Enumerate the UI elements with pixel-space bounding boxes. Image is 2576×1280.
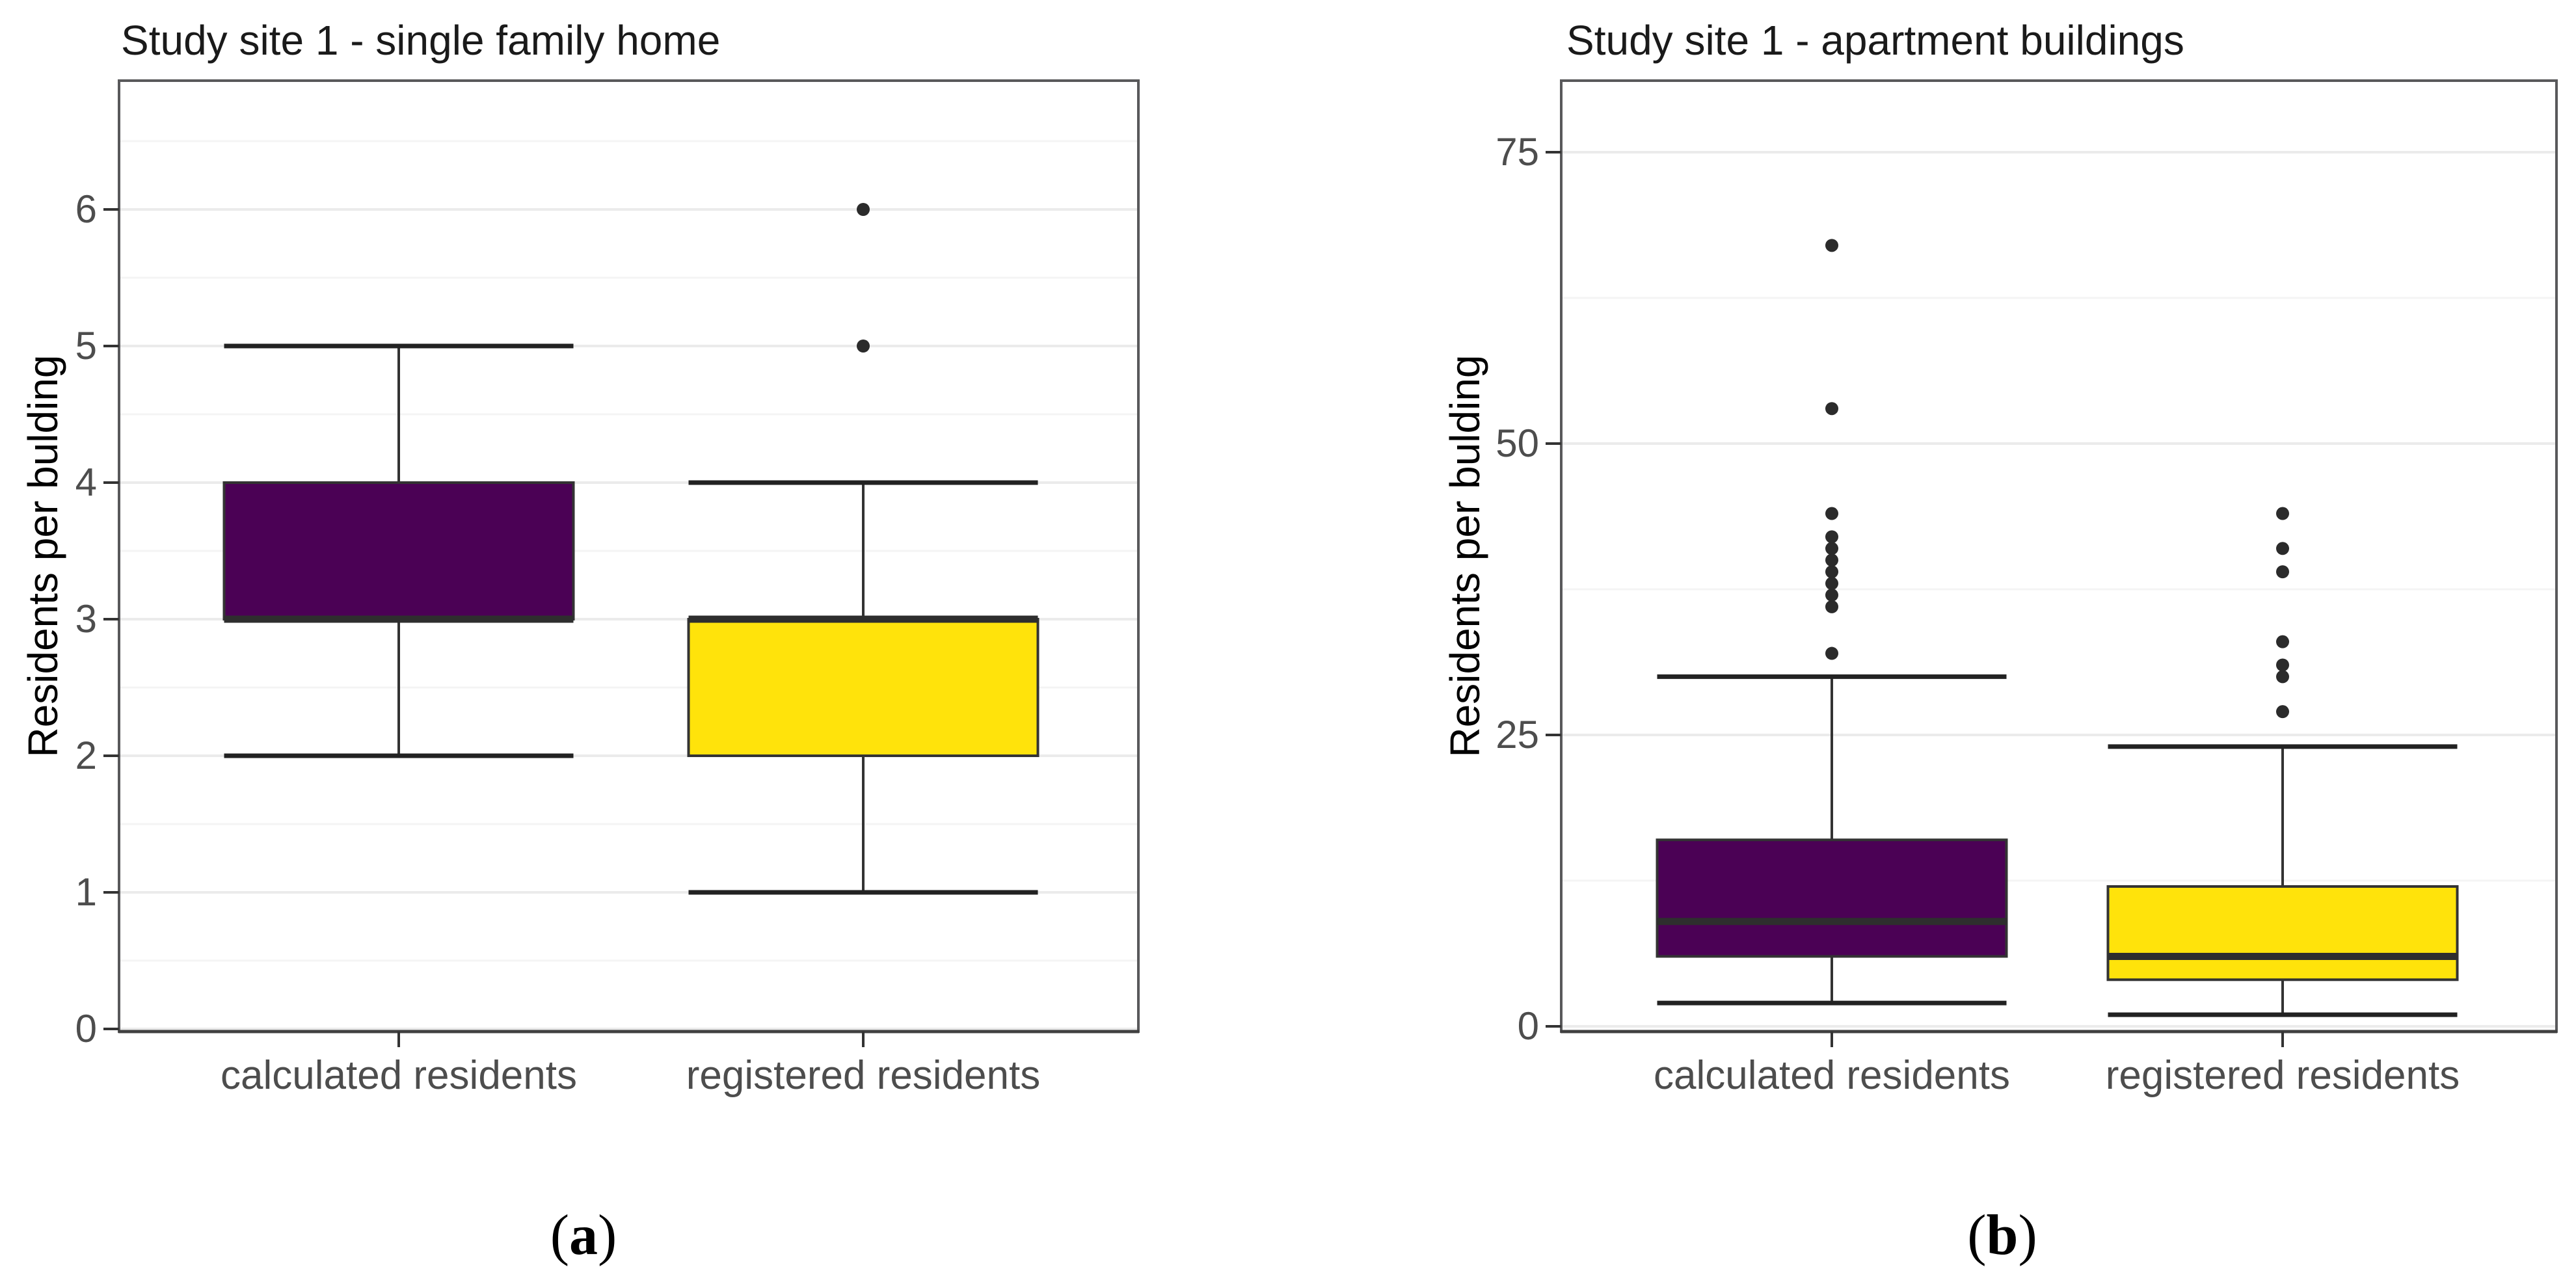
panel-b-outlier-point-calculated [1825, 507, 1838, 520]
panel-a-title: Study site 1 - single family home [121, 17, 721, 64]
panel-b-category-label-registered: registered residents [2105, 1053, 2460, 1098]
panel-b-y-tick-label: 50 [1496, 421, 1539, 465]
panel-b-outlier-point-calculated [1825, 588, 1838, 602]
caption-b-letter: b [1986, 1204, 2019, 1267]
panel-a-outlier-point-registered [857, 203, 870, 216]
panel-b-y-tick-label: 25 [1496, 713, 1539, 756]
panel-a-y-tick-label: 3 [75, 597, 97, 641]
panel-a-y-tick-label: 4 [75, 460, 97, 504]
panel-a-box-registered [687, 618, 1040, 757]
panel-b-outlier-point-calculated [1825, 647, 1838, 660]
panel-b-outlier-point-registered [2276, 705, 2289, 719]
caption-b-close-paren: ) [2018, 1204, 2037, 1267]
caption-a-close-paren: ) [598, 1204, 617, 1267]
panel-b-title: Study site 1 - apartment buildings [1566, 17, 2184, 64]
panel-a-y-tick-label: 6 [75, 187, 97, 231]
caption-a-letter: a [569, 1204, 598, 1267]
caption-b: (b) [1967, 1205, 2037, 1267]
panel-b-outlier-point-calculated [1825, 402, 1838, 416]
panel-a-box-calculated [222, 481, 575, 620]
panel-b-outlier-point-registered [2276, 670, 2289, 684]
panel-b-outlier-point-registered [2276, 542, 2289, 555]
panel-b-outlier-point-calculated [1825, 530, 1838, 544]
caption-a: (a) [550, 1205, 617, 1267]
caption-a-open-paren: ( [550, 1204, 569, 1267]
panel-a-category-label-registered: registered residents [686, 1053, 1041, 1098]
panel-b-outlier-point-registered [2276, 635, 2289, 648]
panel-a-y-tick-label: 1 [75, 870, 97, 914]
panel-b-outlier-point-calculated [1825, 239, 1838, 252]
panel-b-outlier-point-calculated [1825, 600, 1838, 613]
panel-a-y-tick-label: 0 [75, 1007, 97, 1050]
panel-b-y-tick-label: 0 [1517, 1004, 1539, 1048]
panel-b-category-label-calculated: calculated residents [1654, 1053, 2010, 1098]
panel-a-y-axis-title: Residents per bulding [20, 354, 66, 758]
panel-a-outlier-point-registered [857, 340, 870, 353]
panel-b-outlier-point-registered [2276, 658, 2289, 672]
panel-b-outlier-point-registered [2276, 507, 2289, 520]
panel-b-outlier-point-registered [2276, 565, 2289, 579]
panel-b-box-registered [2106, 885, 2459, 981]
panel-b-outlier-point-calculated [1825, 542, 1838, 555]
panel-b-y-tick-label: 75 [1496, 130, 1539, 174]
panel-a-y-tick-label: 2 [75, 734, 97, 777]
panel-b-outlier-point-calculated [1825, 553, 1838, 567]
panel-b-y-axis-title: Residents per bulding [1442, 354, 1488, 758]
panel-a-category-label-calculated: calculated residents [221, 1053, 577, 1098]
caption-b-open-paren: ( [1967, 1204, 1987, 1267]
panel-b-box-calculated [1656, 838, 2008, 958]
panel-b-outlier-point-calculated [1825, 565, 1838, 579]
panel-a-y-tick-label: 5 [75, 324, 97, 367]
panel-b-outlier-point-calculated [1825, 577, 1838, 591]
